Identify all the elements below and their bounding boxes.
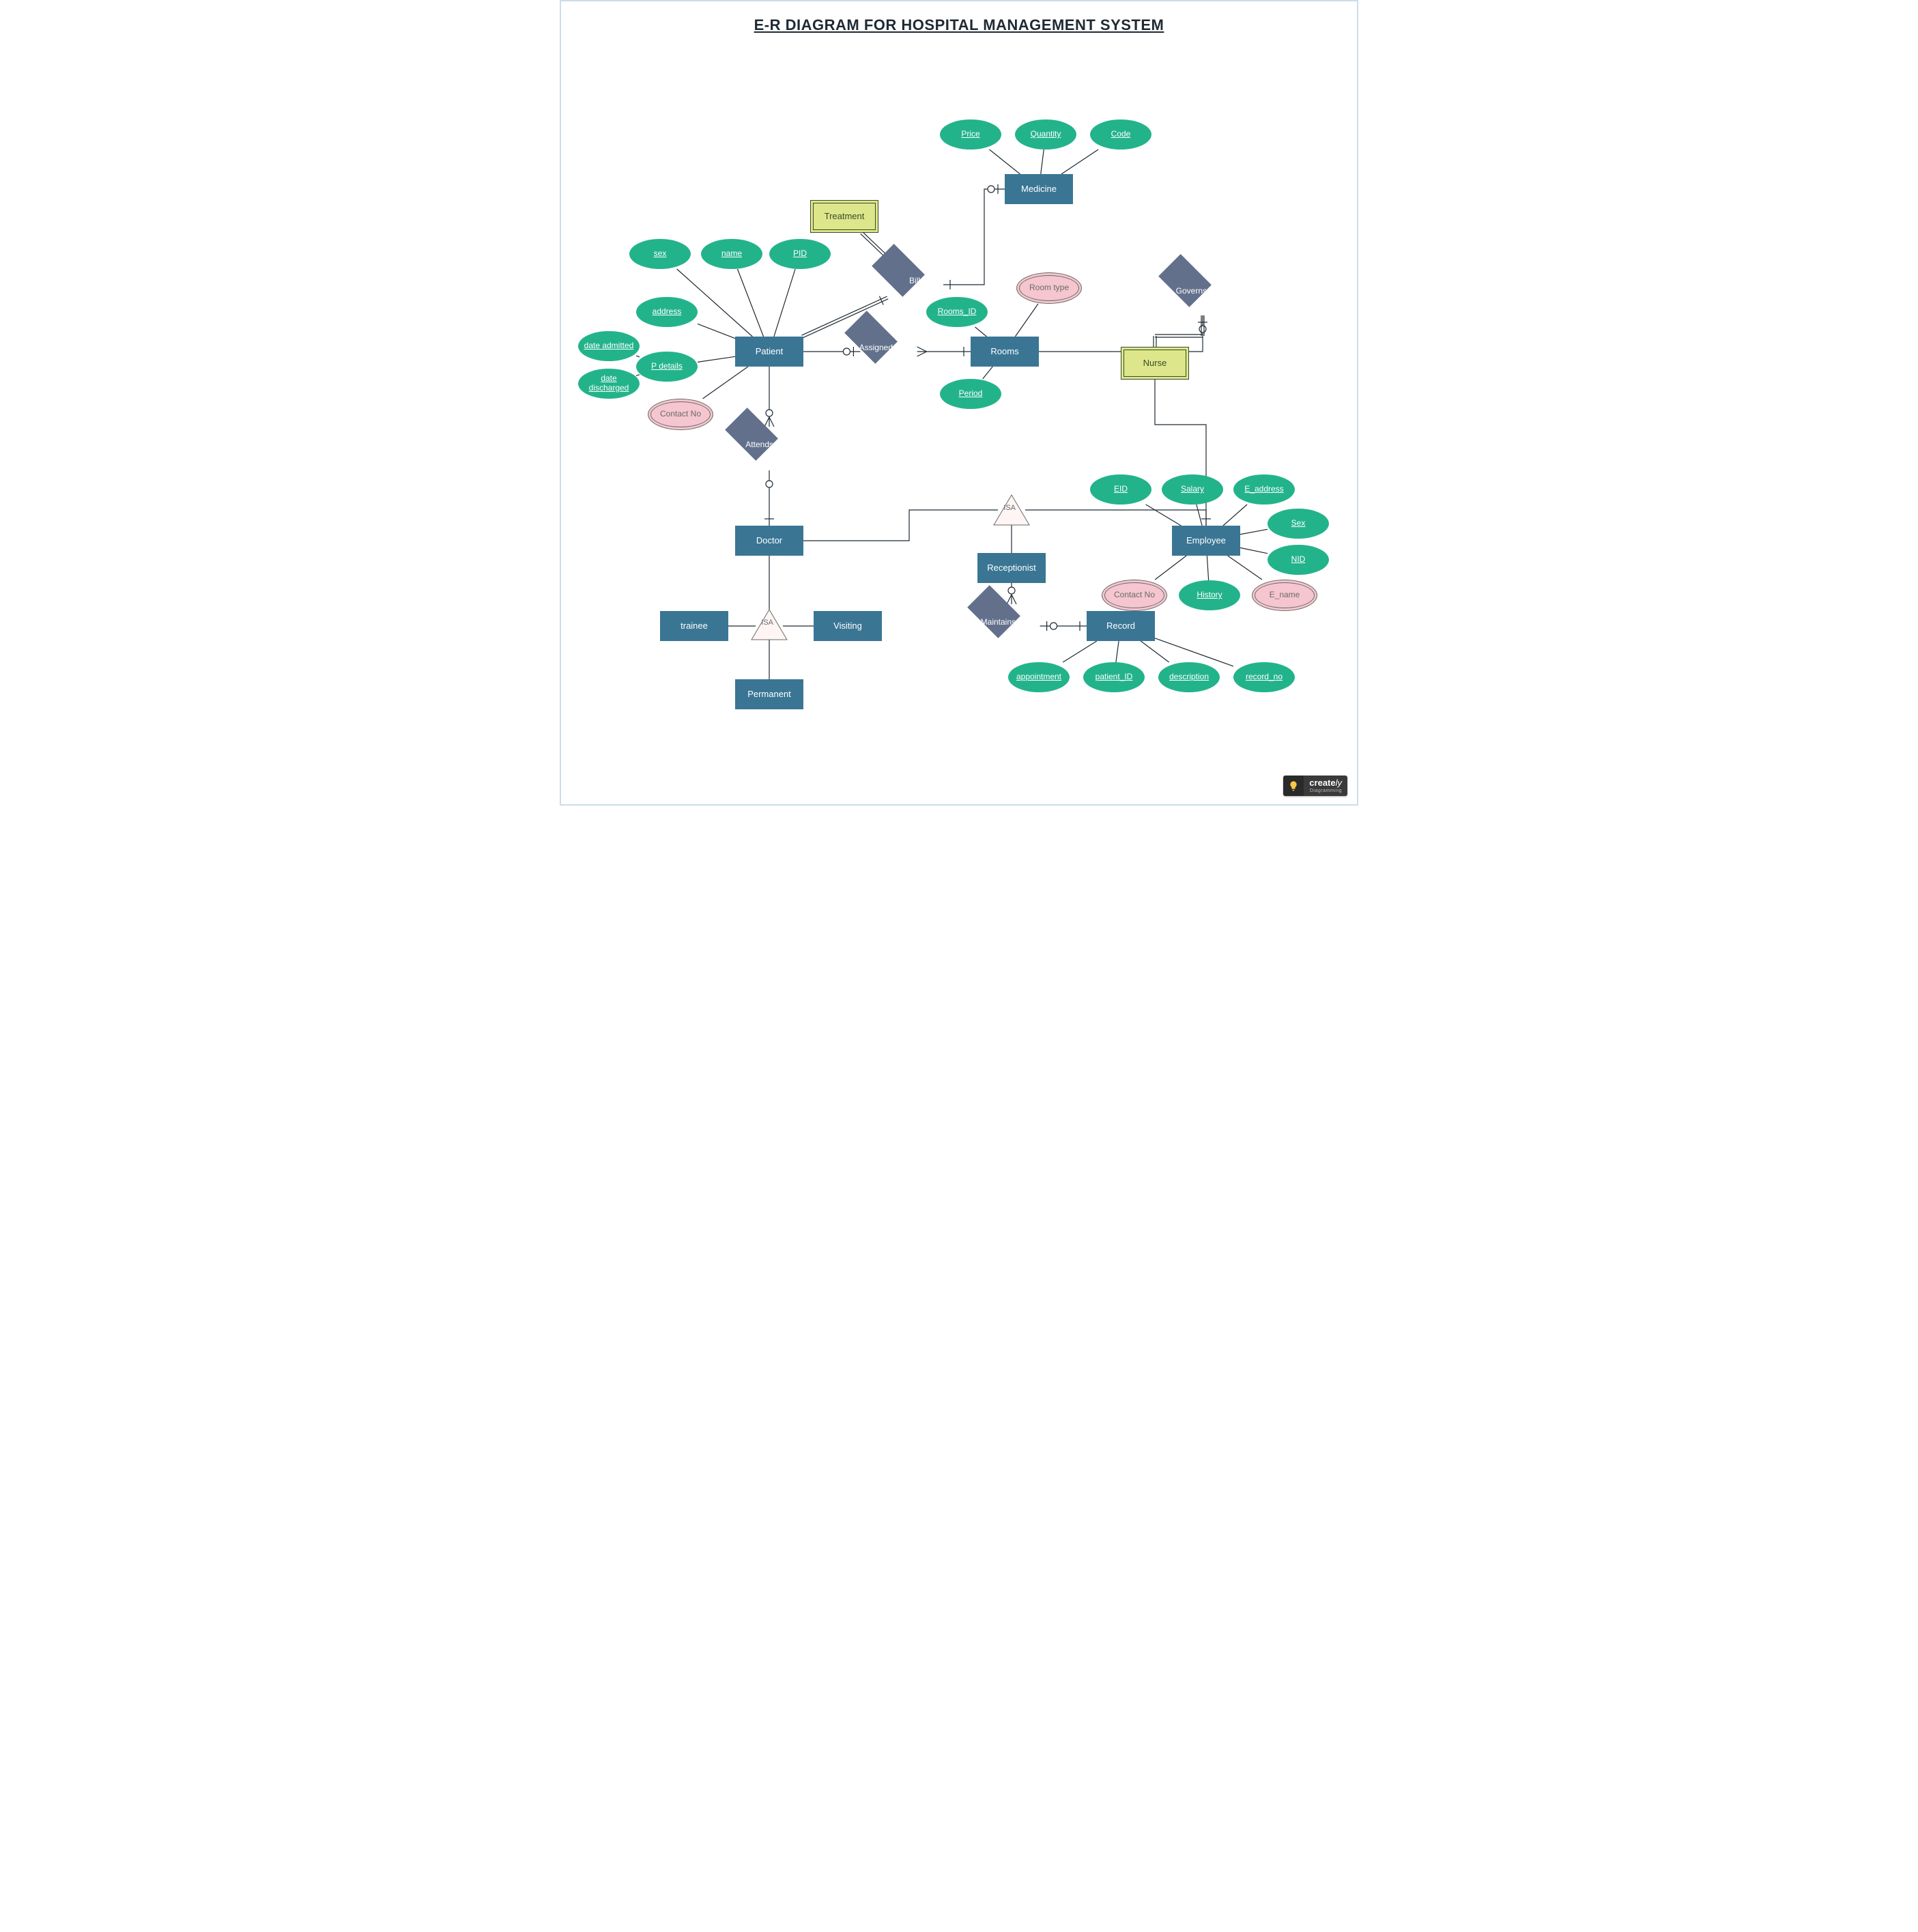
attribute-attr_quantity: Quantity — [1015, 119, 1076, 150]
entity-visiting: Visiting — [814, 611, 882, 641]
relationship-rel_attends: Attends — [769, 449, 777, 451]
logo-sub: Diagramming — [1309, 789, 1342, 793]
node-label: Period — [959, 389, 983, 399]
relationship-label: Governs — [1176, 287, 1207, 296]
node-label: name — [721, 249, 742, 259]
isa-isa_employee: ISA — [1012, 510, 1020, 513]
bulb-icon — [1283, 776, 1304, 796]
entity-medicine: Medicine — [1005, 174, 1073, 204]
node-label: E_address — [1244, 485, 1283, 494]
attribute-attr_code: Code — [1090, 119, 1151, 150]
attribute-attr_pid: PID — [769, 239, 831, 269]
node-label: date admitted — [584, 341, 634, 351]
node-label: Permanent — [747, 690, 791, 700]
node-label: History — [1197, 591, 1222, 600]
attribute-attr_esex: Sex — [1268, 509, 1329, 539]
multivalued_attribute-attr_contact_p: Contact No — [648, 399, 713, 430]
entity-record: Record — [1087, 611, 1155, 641]
attribute-attr_period: Period — [940, 379, 1001, 409]
node-label: Doctor — [756, 536, 782, 546]
isa-label: ISA — [1003, 504, 1016, 513]
attribute-attr_nid: NID — [1268, 545, 1329, 575]
multivalued_attribute-attr_contact_e: Contact No — [1102, 580, 1167, 611]
node-label: PID — [793, 249, 807, 259]
relationship-label: Bill — [909, 276, 920, 286]
attribute-attr_date_admitted: date admitted — [578, 331, 640, 361]
diagram-title: E-R DIAGRAM FOR HOSPITAL MANAGEMENT SYST… — [561, 16, 1357, 34]
attribute-attr_appointment: appointment — [1008, 662, 1070, 692]
multivalued_attribute-attr_ename: E_name — [1252, 580, 1317, 611]
node-label: Employee — [1186, 536, 1226, 546]
attribute-attr_description: description — [1158, 662, 1220, 692]
entity-patient: Patient — [735, 337, 803, 367]
node-label: patient_ID — [1096, 672, 1133, 682]
node-label: Medicine — [1021, 184, 1057, 195]
node-label: Patient — [756, 347, 783, 357]
isa-label: ISA — [761, 619, 773, 627]
entity-employee: Employee — [1172, 526, 1240, 556]
creately-logo: creately Diagramming — [1283, 776, 1347, 796]
node-label: E_name — [1270, 591, 1300, 600]
node-label: Record — [1106, 621, 1135, 631]
weak_entity-treatment: Treatment — [810, 200, 878, 233]
relationship-rel_assigned: Assigned — [889, 352, 897, 354]
logo-brand-bold: create — [1309, 778, 1335, 788]
attribute-attr_salary: Salary — [1162, 474, 1223, 505]
node-label: EID — [1114, 485, 1128, 494]
node-label: NID — [1291, 555, 1306, 565]
attribute-attr_date_discharged: date discharged — [578, 369, 640, 399]
relationship-label: Maintains — [981, 618, 1016, 627]
logo-text: creately Diagramming — [1304, 776, 1347, 796]
node-label: record_no — [1246, 672, 1283, 682]
relationship-rel_bill: Bill — [916, 285, 924, 287]
attribute-attr_patient_id: patient_ID — [1083, 662, 1145, 692]
node-label: Treatment — [825, 212, 865, 222]
relationship-rel_governs: Governs — [1203, 295, 1211, 298]
attribute-attr_address: address — [636, 297, 698, 327]
multivalued_attribute-attr_room_type: Room type — [1016, 272, 1082, 304]
attribute-attr_name: name — [701, 239, 762, 269]
diagram-canvas: E-R DIAGRAM FOR HOSPITAL MANAGEMENT SYST… — [560, 0, 1358, 806]
node-label: Contact No — [1114, 591, 1155, 600]
entity-doctor: Doctor — [735, 526, 803, 556]
node-label: appointment — [1016, 672, 1061, 682]
relationship-rel_maintains: Maintains — [1012, 626, 1020, 629]
relationship-label: Attends — [745, 440, 773, 450]
node-label: Price — [961, 130, 979, 139]
attribute-attr_pdetails: P details — [636, 352, 698, 382]
attribute-attr_price: Price — [940, 119, 1001, 150]
node-label: Visiting — [833, 621, 862, 631]
weak_entity-nurse: Nurse — [1121, 347, 1189, 380]
node-label: Receptionist — [987, 563, 1036, 573]
node-label: Quantity — [1031, 130, 1061, 139]
entity-permanent: Permanent — [735, 679, 803, 709]
node-label: Rooms_ID — [938, 307, 977, 317]
node-label: Rooms — [990, 347, 1018, 357]
entity-rooms: Rooms — [971, 337, 1039, 367]
node-label: Salary — [1181, 485, 1204, 494]
node-label: trainee — [681, 621, 708, 631]
relationship-label: Assigned — [859, 343, 893, 353]
node-label: date discharged — [582, 374, 635, 393]
attribute-attr_rooms_id: Rooms_ID — [926, 297, 988, 327]
node-label: P details — [651, 362, 683, 371]
node-label: sex — [654, 249, 667, 259]
edges-layer — [561, 1, 1360, 807]
node-label: Contact No — [660, 410, 701, 419]
node-label: Nurse — [1143, 358, 1167, 369]
node-label: Room type — [1029, 283, 1069, 293]
node-label: Sex — [1291, 519, 1306, 528]
attribute-attr_record_no: record_no — [1233, 662, 1295, 692]
node-label: address — [653, 307, 682, 317]
attribute-attr_history: History — [1179, 580, 1240, 610]
node-label: description — [1169, 672, 1209, 682]
logo-brand-italic: ly — [1336, 778, 1342, 788]
attribute-attr_eaddress: E_address — [1233, 474, 1295, 505]
isa-isa_doctor: ISA — [769, 625, 777, 627]
attribute-attr_sex: sex — [629, 239, 691, 269]
node-label: Code — [1111, 130, 1131, 139]
entity-receptionist: Receptionist — [977, 553, 1046, 583]
attribute-attr_eid: EID — [1090, 474, 1151, 505]
entity-trainee: trainee — [660, 611, 728, 641]
